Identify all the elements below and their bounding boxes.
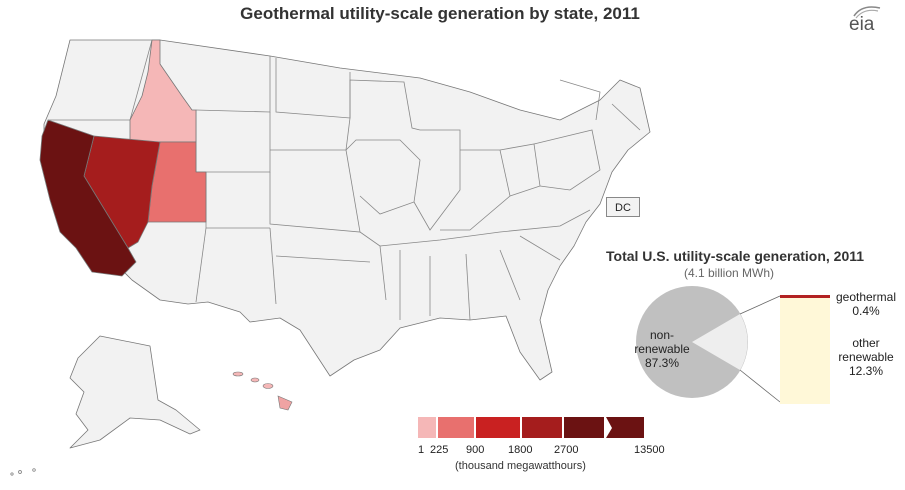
inset-title: Total U.S. utility-scale generation, 201… (606, 248, 865, 264)
legend-tick-900: 900 (466, 444, 485, 456)
legend (418, 417, 644, 438)
inset-pie (636, 286, 748, 398)
legend-swatch-2 (438, 417, 474, 438)
pie-label-nonrenewable: non- renewable 87.3% (634, 328, 690, 370)
legend-tick-1: 1 (418, 444, 425, 456)
legend-swatch-6 (606, 417, 644, 438)
legend-tick-225: 225 (430, 444, 449, 456)
alaska-islands (10, 468, 36, 476)
eia-logo-text: eia (849, 14, 875, 35)
legend-swatch-3 (476, 417, 520, 438)
legend-tick-2700: 2700 (554, 444, 579, 456)
pie-slice-renewable (692, 314, 748, 370)
bar-geothermal (780, 295, 830, 298)
legend-swatch-5 (564, 417, 604, 438)
eia-logo-icon (853, 6, 881, 19)
legend-swatch-1 (418, 417, 436, 438)
state-california (39, 119, 137, 277)
legend-tick-13500: 13500 (634, 444, 665, 456)
state-idaho (129, 39, 197, 143)
state-hawaii (232, 371, 293, 411)
bar-label-geothermal: geothermal 0.4% (835, 290, 897, 318)
map-title: Geothermal utility-scale generation by s… (240, 4, 640, 23)
bar-other-renewable (780, 298, 830, 404)
state-alaska (69, 335, 201, 449)
legend-tick-1800: 1800 (508, 444, 533, 456)
legend-unit: (thousand megawatthours) (455, 460, 586, 472)
inset-subtitle: (4.1 billion MWh) (683, 266, 775, 280)
legend-swatch-4 (522, 417, 562, 438)
bar-label-other-renewable: other renewable 12.3% (838, 336, 894, 378)
dc-label: DC (606, 197, 640, 217)
